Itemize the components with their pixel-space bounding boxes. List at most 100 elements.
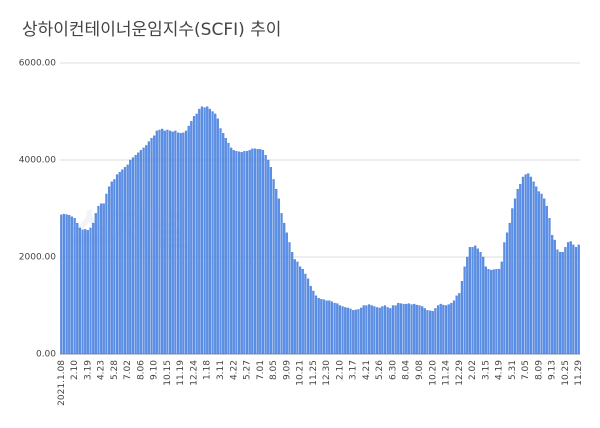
bar <box>386 307 389 355</box>
bar <box>118 171 121 355</box>
x-tick-label: 11.24 <box>442 360 452 386</box>
bar <box>476 248 479 355</box>
bar <box>410 304 413 355</box>
bar <box>115 174 119 355</box>
bar <box>572 244 575 355</box>
bar <box>291 251 294 355</box>
x-tick-label: 10.15 <box>163 360 173 386</box>
bar <box>556 249 559 355</box>
bar <box>450 302 453 355</box>
x-tick-label: 4.23 <box>97 360 107 380</box>
bar <box>192 116 196 355</box>
y-tick-label: 0.00 <box>36 350 56 360</box>
bar <box>94 213 97 355</box>
bar <box>399 303 403 355</box>
bar <box>325 300 328 355</box>
bar <box>407 303 410 355</box>
bar <box>338 305 342 355</box>
bar <box>73 218 76 355</box>
bar <box>131 157 135 355</box>
bar <box>102 203 105 355</box>
bar <box>253 148 257 355</box>
bar <box>283 222 286 355</box>
bar <box>105 193 108 355</box>
bar <box>182 132 185 355</box>
bar <box>418 305 421 355</box>
bar <box>492 269 495 355</box>
bar <box>505 232 509 355</box>
bar <box>86 230 89 355</box>
x-tick-label: 5.31 <box>508 360 518 380</box>
bar <box>344 307 347 355</box>
bar <box>248 150 251 355</box>
bar <box>375 307 379 355</box>
bar <box>267 159 270 355</box>
bar <box>227 142 230 355</box>
bar <box>70 216 74 355</box>
bar <box>574 247 578 355</box>
x-tick-label: 8.05 <box>269 360 279 380</box>
bar <box>466 256 469 355</box>
bar <box>468 247 472 355</box>
bar <box>264 154 267 355</box>
bar <box>60 214 63 355</box>
x-tick-label: 8.06 <box>136 360 146 380</box>
bar <box>362 305 365 355</box>
bar <box>81 229 84 355</box>
bar <box>280 213 283 355</box>
bar <box>521 176 525 355</box>
bar <box>482 256 485 355</box>
x-tick-label: 2.10 <box>335 360 345 380</box>
bar <box>76 222 79 355</box>
bar <box>107 186 111 355</box>
bar <box>145 145 148 355</box>
bar <box>100 203 103 355</box>
y-tick-label: 4000.00 <box>19 156 56 166</box>
bar <box>166 129 169 355</box>
bar <box>381 306 384 355</box>
bar <box>357 309 360 355</box>
bar <box>139 150 143 355</box>
bar <box>317 298 320 355</box>
bar <box>65 214 68 355</box>
bar <box>439 303 442 355</box>
bar <box>535 186 538 355</box>
x-tick-label: 12.29 <box>455 360 465 386</box>
x-tick-label: 5.26 <box>375 360 385 380</box>
bar <box>367 304 371 355</box>
x-tick-label: 5.28 <box>110 360 120 380</box>
bar <box>524 174 527 355</box>
x-tick-label: 7.02 <box>123 360 133 380</box>
x-tick-label: 12.30 <box>322 360 332 386</box>
x-tick-label: 11.19 <box>176 360 186 386</box>
bar <box>314 295 318 355</box>
chart-title: 상하이컨테이너운임지수(SCFI) 추이 <box>22 20 281 40</box>
bar <box>569 241 572 355</box>
bar <box>208 108 212 355</box>
bar <box>306 278 310 355</box>
bar <box>312 290 315 355</box>
bar <box>519 184 522 355</box>
x-tick-label: 9.08 <box>415 360 425 380</box>
bar <box>516 188 519 355</box>
bar <box>232 150 235 355</box>
bar <box>431 311 434 355</box>
x-tick-label: 2.02 <box>468 360 478 380</box>
x-tick-label: 10.25 <box>561 360 571 386</box>
bar <box>275 188 278 355</box>
bar <box>272 179 275 355</box>
bar <box>251 148 254 355</box>
bar <box>561 251 564 355</box>
bar <box>336 303 339 355</box>
bar <box>373 306 376 355</box>
bar <box>442 304 445 355</box>
bar <box>479 251 482 355</box>
bar <box>511 208 514 355</box>
bar <box>237 151 241 355</box>
bar <box>436 305 440 355</box>
bar <box>211 111 214 355</box>
bar <box>216 118 219 355</box>
bar <box>354 309 357 355</box>
bar <box>84 229 87 355</box>
bar <box>365 305 368 355</box>
